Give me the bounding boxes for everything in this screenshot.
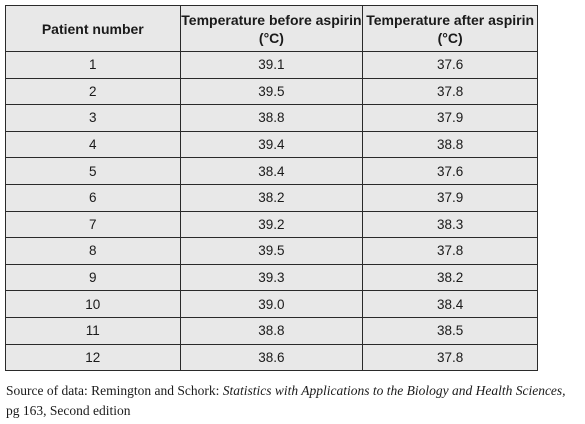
header-patient-number: Patient number [5,5,181,52]
table-row: 8 39.5 37.8 [5,237,538,265]
cell-patient-number: 9 [5,263,181,292]
table-row: 4 39.4 38.8 [5,130,538,159]
table-row: 12 38.6 37.8 [5,343,538,372]
cell-temperature-before: 38.4 [179,157,364,185]
table-header-row: Patient number Temperature before aspiri… [5,5,538,52]
source-suffix: pg 163, Second edition [6,402,131,418]
cell-temperature-before: 38.8 [179,316,364,345]
table-row: 1 39.1 37.6 [5,51,538,79]
cell-temperature-before: 39.3 [179,263,364,292]
cell-temperature-after: 37.9 [362,183,538,212]
cell-patient-number: 6 [5,183,181,212]
cell-temperature-after: 37.8 [362,237,538,265]
cell-temperature-before: 39.5 [179,237,364,265]
header-temperature-before: Temperature before aspirin (°C) [179,5,364,52]
cell-temperature-after: 38.5 [362,316,538,345]
table-row: 9 39.3 38.2 [5,263,538,292]
table-row: 10 39.0 38.4 [5,290,538,318]
cell-patient-number: 5 [5,157,181,185]
cell-patient-number: 11 [5,316,181,345]
cell-patient-number: 3 [5,104,181,132]
cell-temperature-before: 38.6 [179,343,364,372]
cell-patient-number: 12 [5,343,181,372]
cell-patient-number: 2 [5,77,181,106]
table-row: 6 38.2 37.9 [5,183,538,212]
table-row: 5 38.4 37.6 [5,157,538,185]
cell-patient-number: 7 [5,210,181,239]
cell-temperature-after: 38.3 [362,210,538,239]
cell-temperature-before: 39.4 [179,130,364,159]
cell-patient-number: 1 [5,51,181,79]
cell-patient-number: 10 [5,290,181,318]
cell-temperature-after: 38.8 [362,130,538,159]
cell-temperature-after: 37.6 [362,157,538,185]
cell-temperature-after: 38.2 [362,263,538,292]
temperature-table: Patient number Temperature before aspiri… [5,5,538,372]
source-note: Source of data: Remington and Schork: St… [6,381,576,420]
cell-temperature-after: 37.8 [362,77,538,106]
table-row: 11 38.8 38.5 [5,316,538,345]
cell-temperature-after: 37.6 [362,51,538,79]
cell-patient-number: 4 [5,130,181,159]
cell-temperature-before: 39.0 [179,290,364,318]
cell-temperature-before: 39.5 [179,77,364,106]
cell-temperature-after: 37.8 [362,343,538,372]
header-temperature-after: Temperature after aspirin (°C) [362,5,538,52]
cell-temperature-before: 38.2 [179,183,364,212]
table-row: 7 39.2 38.3 [5,210,538,239]
source-prefix: Source of data: Remington and Schork: [6,383,223,398]
cell-temperature-before: 39.1 [179,51,364,79]
table-row: 2 39.5 37.8 [5,77,538,106]
cell-patient-number: 8 [5,237,181,265]
cell-temperature-before: 39.2 [179,210,364,239]
source-book-title: Statistics with Applications to the Biol… [222,383,566,398]
cell-temperature-before: 38.8 [179,104,364,132]
cell-temperature-after: 38.4 [362,290,538,318]
table-row: 3 38.8 37.9 [5,104,538,132]
cell-temperature-after: 37.9 [362,104,538,132]
